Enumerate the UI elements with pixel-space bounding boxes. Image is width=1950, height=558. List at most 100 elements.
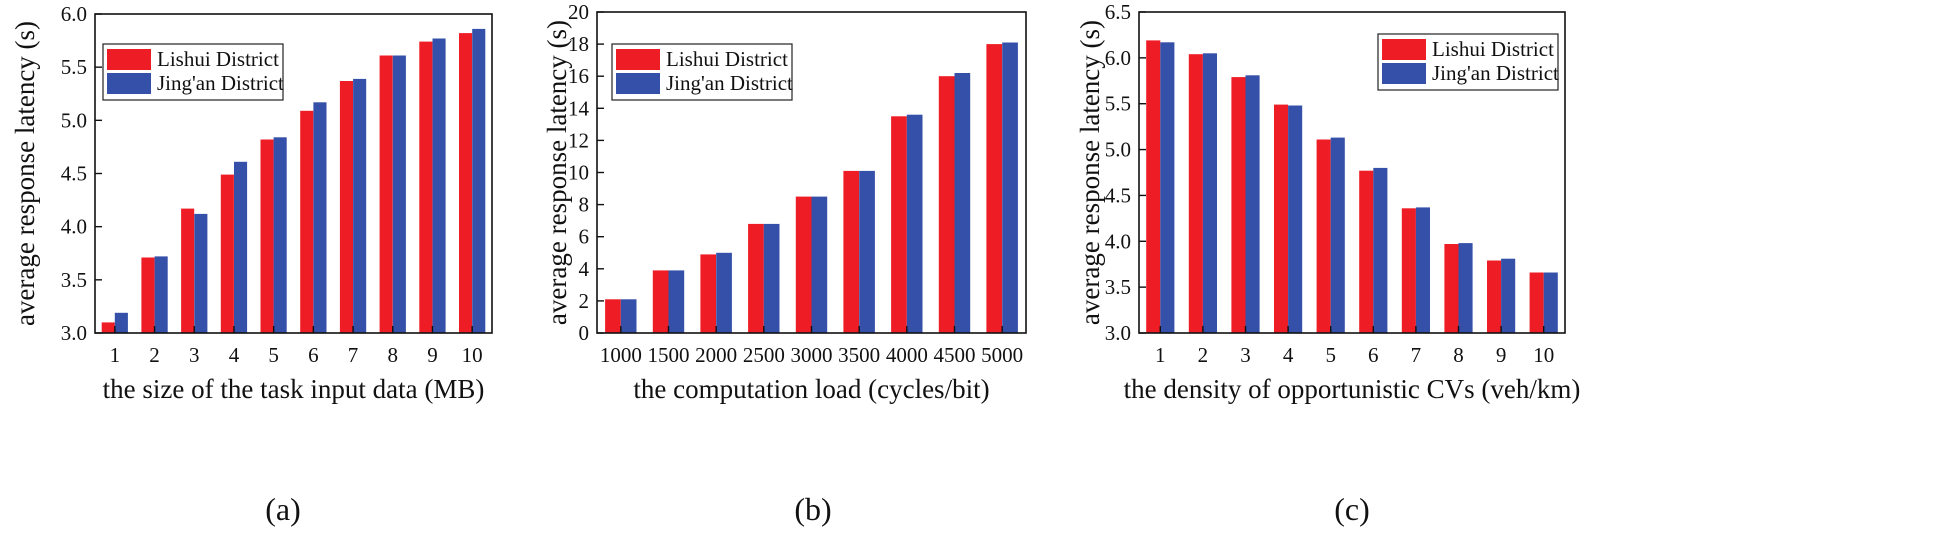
- y-tick-label: 10: [568, 161, 589, 185]
- legend-swatch-lishui: [107, 49, 151, 70]
- bar-lishui-6: [300, 110, 314, 333]
- y-tick-label: 2: [579, 289, 590, 313]
- legend-swatch-jingan: [1382, 63, 1426, 84]
- y-tick-label: 3.5: [1105, 275, 1131, 299]
- bar-jingan-10: [472, 28, 486, 334]
- y-tick-label: 8: [579, 193, 590, 217]
- y-tick-label: 5.0: [1105, 138, 1131, 162]
- panel-caption: (b): [794, 491, 831, 527]
- bar-jingan-1500: [668, 270, 685, 333]
- legend-swatch-jingan: [107, 73, 151, 94]
- legend-swatch-jingan: [616, 73, 660, 94]
- legend-label-jingan: Jing'an District: [157, 71, 284, 95]
- y-tick-label: 18: [568, 32, 589, 56]
- bar-jingan-4000: [906, 114, 923, 333]
- x-tick-label: 5: [268, 343, 279, 367]
- x-tick-label: 10: [1533, 343, 1554, 367]
- bar-jingan-2000: [716, 252, 732, 334]
- x-tick-label: 8: [388, 343, 399, 367]
- bar-jingan-4500: [954, 73, 971, 333]
- y-tick-label: 6.5: [1105, 0, 1131, 24]
- bar-jingan-5000: [1002, 42, 1018, 333]
- bar-jingan-4: [234, 161, 248, 333]
- bar-jingan-1: [1160, 42, 1175, 334]
- x-axis-label: the density of opportunistic CVs (veh/km…: [1124, 374, 1581, 404]
- bar-lishui-2: [141, 257, 155, 333]
- x-tick-label: 4: [1283, 343, 1294, 367]
- bar-lishui-4000: [891, 116, 907, 333]
- x-tick-label: 4000: [886, 343, 928, 367]
- legend-swatch-lishui: [616, 49, 660, 70]
- x-tick-label: 2000: [695, 343, 737, 367]
- x-tick-label: 5: [1325, 343, 1336, 367]
- bar-lishui-3000: [795, 196, 812, 333]
- chart-panel-3: 3.0 3.5 4.0 4.5 5.0 5.5 6.0 6.5 1 2 3 4 5 6 7 8 9 10 the d…: [1075, 0, 1580, 527]
- y-tick-label: 4.0: [61, 215, 87, 239]
- bar-lishui-2500: [748, 223, 764, 333]
- bar-jingan-5: [273, 137, 287, 333]
- chart-panel-1: 3.0 3.5 4.0 4.5 5.0 5.5 6.0 1 2 3 4 5 6 7 8 9 10 the size…: [10, 2, 493, 527]
- bar-lishui-5: [260, 139, 274, 333]
- y-tick-label: 0: [579, 321, 590, 345]
- bar-jingan-4: [1288, 105, 1303, 333]
- y-tick-label: 6: [579, 225, 590, 249]
- bar-lishui-8: [379, 55, 393, 333]
- x-tick-label: 3000: [791, 343, 833, 367]
- bar-jingan-8: [1458, 243, 1473, 333]
- y-tick-label: 12: [568, 128, 589, 152]
- bar-lishui-4: [1274, 104, 1289, 333]
- y-tick-label: 6.0: [1105, 46, 1131, 70]
- plot-frame: [1138, 11, 1566, 334]
- bar-lishui-7: [339, 81, 353, 333]
- bar-lishui-4: [220, 174, 234, 333]
- bar-lishui-5000: [986, 44, 1003, 333]
- panel-caption: (a): [265, 491, 301, 527]
- bar-jingan-2: [154, 256, 168, 333]
- legend-label-lishui: Lishui District: [1432, 37, 1554, 61]
- x-tick-label: 4500: [934, 343, 976, 367]
- y-tick-label: 5.0: [61, 108, 87, 132]
- x-tick-label: 2: [149, 343, 160, 367]
- bar-lishui-2000: [700, 254, 717, 333]
- x-axis-label: the computation load (cycles/bit): [633, 374, 989, 404]
- x-tick-label: 7: [1411, 343, 1422, 367]
- bar-jingan-9: [1501, 258, 1516, 333]
- x-tick-label: 9: [427, 343, 438, 367]
- bar-jingan-3500: [859, 170, 875, 333]
- bar-lishui-1500: [652, 270, 669, 333]
- bar-jingan-3: [1245, 75, 1260, 334]
- x-tick-label: 3500: [838, 343, 880, 367]
- bar-lishui-3: [1231, 77, 1246, 333]
- legend-label-jingan: Jing'an District: [666, 71, 793, 95]
- bar-lishui-2: [1188, 54, 1203, 333]
- legend-swatch-lishui: [1382, 39, 1426, 60]
- bar-jingan-6: [313, 102, 327, 333]
- bar-lishui-1000: [605, 299, 621, 333]
- x-tick-label: 1: [110, 343, 121, 367]
- bar-lishui-6: [1359, 170, 1374, 333]
- bar-jingan-1: [114, 312, 128, 333]
- x-tick-label: 2: [1198, 343, 1209, 367]
- x-tick-label: 1500: [648, 343, 690, 367]
- y-tick-label: 20: [568, 0, 589, 24]
- legend-label-lishui: Lishui District: [666, 47, 788, 71]
- x-tick-label: 8: [1453, 343, 1464, 367]
- x-tick-label: 7: [348, 343, 359, 367]
- x-tick-label: 3: [189, 343, 200, 367]
- bar-lishui-9: [419, 41, 433, 333]
- y-tick-label: 4.0: [1105, 229, 1131, 253]
- bar-jingan-2500: [763, 223, 780, 333]
- bar-lishui-7: [1401, 208, 1416, 333]
- y-tick-label: 4.5: [1105, 183, 1131, 207]
- bar-lishui-10: [1529, 272, 1544, 333]
- legend-label-lishui: Lishui District: [157, 47, 279, 71]
- y-tick-label: 3.0: [1105, 321, 1131, 345]
- y-tick-label: 5.5: [1105, 92, 1131, 116]
- bar-lishui-4500: [938, 76, 955, 333]
- bar-jingan-8: [392, 55, 406, 333]
- y-tick-label: 16: [568, 64, 589, 88]
- bar-jingan-5: [1330, 137, 1345, 333]
